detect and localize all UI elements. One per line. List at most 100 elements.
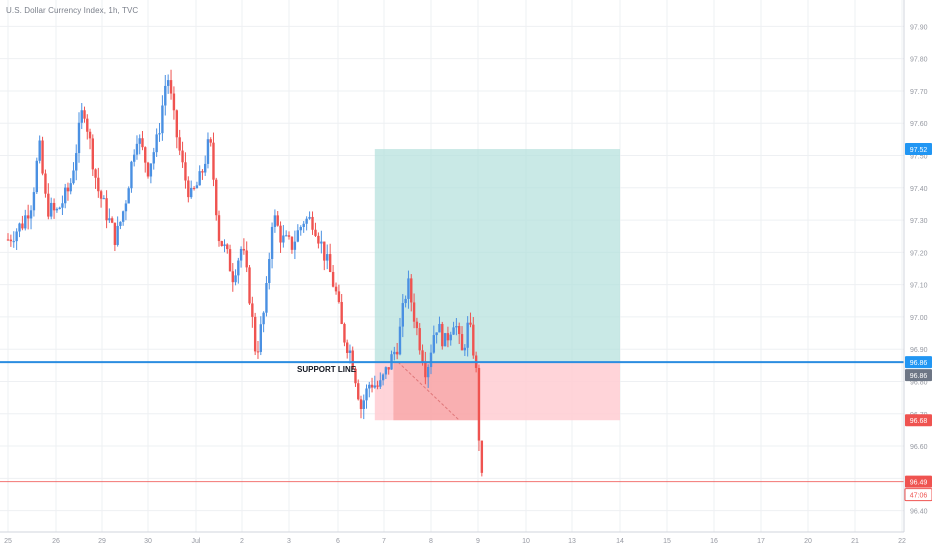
candle-body (251, 303, 254, 317)
candle (77, 112, 81, 163)
candle (38, 135, 41, 164)
candle (268, 252, 271, 290)
candle-body (421, 350, 424, 363)
candle-body (398, 326, 402, 355)
candle (284, 230, 288, 237)
candle-body (463, 347, 467, 351)
candle (66, 182, 70, 201)
candle (175, 109, 178, 149)
candle (472, 317, 475, 359)
position-zones (374, 149, 620, 421)
candle (172, 86, 176, 120)
candle (146, 161, 150, 179)
candle (317, 232, 320, 249)
candle-body (184, 162, 187, 181)
current-price-badge-text: 96.49 (910, 480, 928, 487)
candle (94, 168, 97, 189)
candle (381, 373, 385, 386)
entry-price-badge-text: 96.86 (910, 373, 928, 380)
candle-body (317, 235, 320, 244)
candle-body (401, 303, 404, 327)
candle (12, 231, 15, 248)
candle (438, 316, 441, 333)
candle-body (161, 105, 164, 134)
x-tick-label: 30 (144, 538, 152, 545)
candle (9, 234, 13, 247)
candle (290, 236, 294, 254)
candle-body (190, 187, 193, 198)
candle (401, 294, 404, 338)
candle-body (212, 142, 215, 180)
candle (429, 344, 433, 375)
candle (158, 123, 161, 142)
target-price-badge: 97.52 (905, 143, 932, 156)
candle (6, 233, 10, 241)
candle (452, 321, 455, 335)
candle-body (412, 302, 416, 322)
countdown-badge: 47:06 (904, 488, 932, 502)
candle-body (44, 173, 47, 194)
candle (83, 106, 86, 123)
candle-body (58, 207, 61, 209)
candle (299, 225, 302, 236)
candle-body (268, 258, 271, 284)
y-tick-label: 97.10 (910, 283, 928, 290)
x-tick-label: 8 (429, 538, 433, 545)
candle (354, 367, 357, 387)
candle (161, 95, 164, 141)
candle (323, 241, 326, 271)
candle-body (75, 153, 78, 171)
candle-body (429, 352, 433, 368)
candle (201, 169, 204, 180)
candle-body (88, 131, 92, 139)
x-tick-label: 14 (616, 538, 624, 545)
candle-body (365, 388, 368, 401)
x-tick-label: 13 (568, 538, 576, 545)
support-price-badge: 96.86 (905, 356, 932, 369)
candle-body (178, 137, 181, 151)
candle-body (166, 80, 170, 86)
candle (368, 381, 371, 398)
candle-body (83, 110, 86, 119)
candle (337, 284, 341, 304)
candle (314, 222, 317, 238)
y-tick-label: 97.40 (910, 186, 928, 193)
candle (32, 187, 36, 217)
candle-body (38, 140, 41, 161)
candle-body (164, 85, 167, 106)
candle (359, 395, 363, 419)
candle (435, 332, 438, 344)
candle (198, 165, 201, 186)
candle (270, 222, 274, 269)
y-tick-label: 97.30 (910, 218, 928, 225)
candle-body (94, 169, 97, 178)
x-tick-label: 9 (476, 538, 480, 545)
candle-body (418, 328, 421, 351)
candle-body (354, 368, 357, 384)
x-tick-label: 29 (98, 538, 106, 545)
candle (99, 189, 103, 208)
candle-body (270, 226, 274, 259)
candle (463, 344, 467, 357)
candle (287, 231, 291, 240)
candle-body (359, 399, 363, 410)
candle-body (127, 188, 130, 204)
candle (328, 243, 332, 273)
candle (446, 326, 450, 348)
candle-body (340, 301, 343, 324)
candle-body (116, 225, 119, 245)
candle-body (279, 225, 282, 243)
candle (334, 282, 338, 295)
candle (102, 195, 106, 200)
candle-body (443, 333, 447, 347)
candle (376, 380, 379, 390)
candle (119, 221, 122, 230)
candle (21, 215, 24, 231)
candle-body (9, 239, 13, 242)
candle (265, 276, 268, 317)
x-tick-label: 26 (52, 538, 60, 545)
candle (181, 141, 184, 168)
candle (190, 180, 193, 199)
